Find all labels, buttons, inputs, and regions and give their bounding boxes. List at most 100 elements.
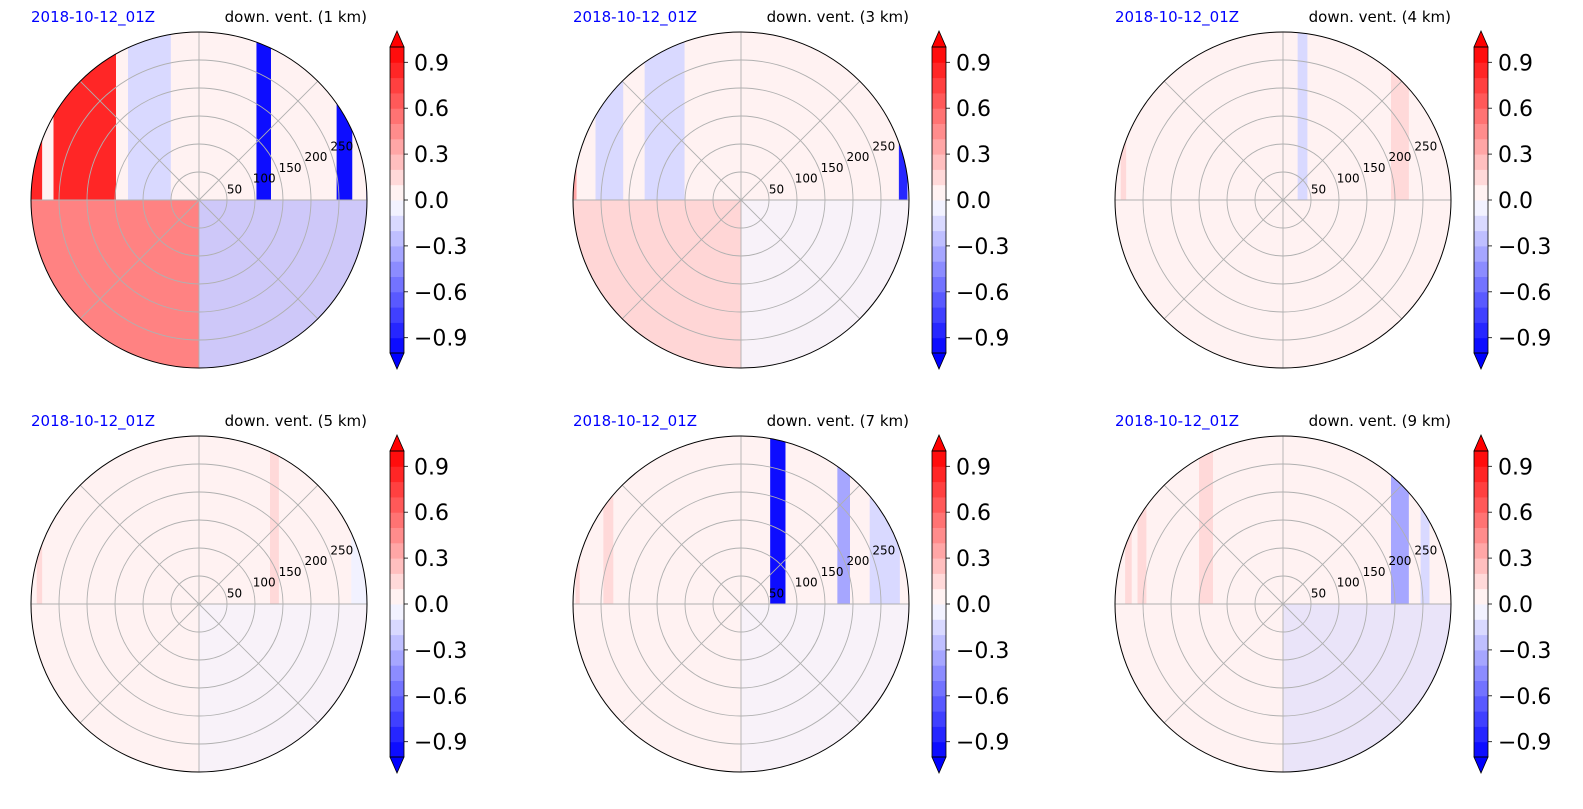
colorbar-tick-label: 0.6 [414, 501, 449, 526]
colorbar-level [1474, 230, 1488, 247]
colorbar-level [390, 542, 404, 559]
colorbar-level [1474, 665, 1488, 681]
colorbar-tick-label: 0.9 [414, 455, 449, 480]
colorbar-extend-max [1473, 434, 1489, 452]
colorbar-level [932, 169, 946, 186]
radial-tick-label: 200 [304, 554, 327, 568]
colorbar-extend-min [1473, 756, 1489, 774]
stripe-mark [1297, 32, 1308, 200]
colorbar-tick-label: 0.6 [956, 501, 991, 526]
radial-tick-label: 100 [1337, 576, 1360, 590]
colorbar-level [390, 512, 404, 528]
stripe-mark [128, 32, 171, 200]
colorbar-tick-label: 0.0 [956, 593, 991, 618]
angular-grid-line [198, 80, 319, 201]
colorbar-level [390, 276, 404, 293]
colorbar-tick-label: −0.9 [956, 327, 1009, 352]
polar-boundary [1114, 31, 1452, 369]
colorbar-extend-max [389, 434, 405, 452]
colorbar-tick-label: −0.9 [956, 731, 1009, 756]
colorbar-level [390, 169, 404, 186]
radial-tick-label: 50 [769, 182, 784, 196]
colorbar-tick-label: −0.6 [956, 685, 1009, 710]
colorbar-level [1474, 542, 1488, 559]
colorbar-level [1474, 573, 1488, 590]
colorbar-level [932, 558, 946, 574]
radial-tick-label: 100 [795, 576, 818, 590]
stripe-mark [1390, 436, 1409, 604]
colorbar-level [1474, 337, 1488, 354]
colorbar: 0.9 0.6 0.3 0.0 −0.3 −0.6 −0.9 [931, 30, 1009, 370]
colorbar-tick-label: −0.3 [956, 639, 1009, 664]
colorbar-level [1474, 451, 1488, 467]
colorbar-tick-label: −0.6 [414, 685, 467, 710]
angular-grid-line [740, 80, 861, 201]
colorbar-tick-label: 0.0 [414, 189, 449, 214]
colorbar-level [1474, 466, 1488, 483]
colorbar-tick-label: 0.6 [414, 97, 449, 122]
angular-grid-line [1163, 603, 1284, 724]
colorbar-level [932, 466, 946, 483]
angular-grid-line [740, 199, 861, 320]
stripe-mark [1199, 436, 1214, 604]
panel-title: down. vent. (1 km) [225, 8, 367, 26]
colorbar: 0.9 0.6 0.3 0.0 −0.3 −0.6 −0.9 [931, 434, 1009, 774]
radial-tick-label: 50 [1311, 586, 1326, 600]
colorbar-level [390, 634, 404, 651]
colorbar-level [390, 481, 404, 498]
stripe-mark [36, 436, 43, 604]
panel-date-title: 2018-10-12_01Z [31, 8, 155, 27]
colorbar-level [932, 337, 946, 354]
angular-grid-line [79, 603, 200, 724]
colorbar-level [1474, 496, 1488, 513]
colorbar-tick-label: −0.3 [956, 235, 1009, 260]
colorbar-tick-label: 0.6 [956, 97, 991, 122]
colorbar-level [1474, 200, 1488, 216]
colorbar-level [932, 680, 946, 697]
colorbar-level [390, 588, 404, 605]
stripe-mark [269, 436, 279, 604]
colorbar-level [1474, 184, 1488, 201]
radial-tick-label: 150 [821, 565, 844, 579]
radial-tick-label: 250 [872, 139, 895, 153]
colorbar-level [390, 154, 404, 170]
colorbar-level [932, 619, 946, 636]
stripe-mark [1390, 32, 1409, 200]
radial-tick-label: 250 [872, 543, 895, 557]
polar-boundary [30, 435, 368, 773]
colorbar-level [932, 573, 946, 590]
colorbar-extend-max [1473, 30, 1489, 48]
radial-tick-label: 200 [1388, 554, 1411, 568]
stripe-mark [595, 32, 624, 200]
stripe-mark [869, 436, 900, 604]
angular-grid-line [621, 199, 742, 320]
colorbar-level [932, 47, 946, 63]
panel-title: down. vent. (3 km) [767, 8, 909, 26]
angular-grid-line [198, 603, 319, 724]
colorbar-level [390, 466, 404, 483]
colorbar-tick-label: 0.0 [956, 189, 991, 214]
radial-tick-label: 200 [304, 150, 327, 164]
colorbar-level [1474, 77, 1488, 94]
colorbar-level [390, 711, 404, 727]
colorbar-tick-label: 0.6 [1498, 501, 1533, 526]
colorbar-level [932, 649, 946, 666]
colorbar-level [1474, 108, 1488, 124]
colorbar-level [390, 307, 404, 323]
colorbar-level [932, 726, 946, 743]
panel-title: down. vent. (4 km) [1309, 8, 1451, 26]
colorbar-level [932, 665, 946, 681]
colorbar-level [390, 291, 404, 308]
radial-tick-label: 200 [846, 554, 869, 568]
radial-tick-label: 50 [227, 586, 242, 600]
colorbar-level [1474, 62, 1488, 79]
angular-grid-line [79, 80, 200, 201]
colorbar-level [390, 649, 404, 666]
colorbar-level [1474, 92, 1488, 109]
polar-boundary [572, 435, 910, 773]
colorbar-tick-label: −0.6 [1498, 685, 1551, 710]
colorbar-level [932, 711, 946, 727]
